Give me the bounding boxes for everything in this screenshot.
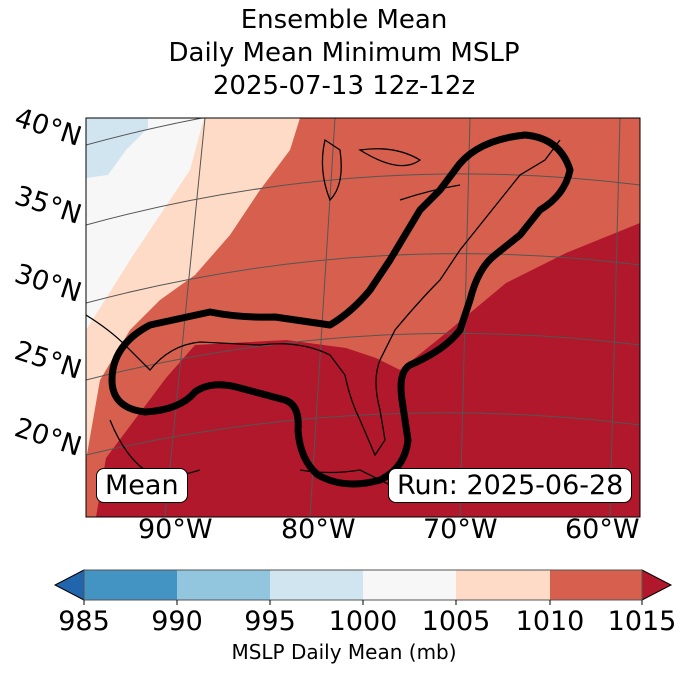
cb-tick-985: 985 bbox=[58, 606, 110, 637]
lon-label-80w: 80°W bbox=[281, 514, 356, 545]
title-line-3: 2025-07-13 12z-12z bbox=[212, 71, 476, 101]
lon-label-90w: 90°W bbox=[138, 514, 213, 545]
cb-tick-1010: 1010 bbox=[515, 606, 585, 637]
colorbar-1000-1005 bbox=[363, 570, 456, 600]
mean-label: Mean bbox=[96, 468, 188, 503]
colorbar-990-995 bbox=[177, 570, 270, 600]
cb-tick-1005: 1005 bbox=[421, 606, 491, 637]
cb-tick-990: 990 bbox=[151, 606, 203, 637]
colorbar-995-1000 bbox=[270, 570, 363, 600]
colorbar-1010-1015 bbox=[550, 570, 642, 600]
lon-label-60w: 60°W bbox=[565, 514, 640, 545]
colorbar-label: MSLP Daily Mean (mb) bbox=[231, 640, 457, 664]
colorbar-arrow-low bbox=[53, 569, 85, 601]
colorbar-985-990 bbox=[84, 570, 177, 600]
title-line-1: Ensemble Mean bbox=[240, 5, 448, 35]
cb-tick-1000: 1000 bbox=[328, 606, 398, 637]
field-995-1000 bbox=[86, 118, 204, 330]
colorbar-1005-1010 bbox=[456, 570, 550, 600]
run-label: Run: 2025-06-28 bbox=[388, 468, 633, 503]
map-frame bbox=[85, 117, 641, 518]
cb-tick-995: 995 bbox=[244, 606, 296, 637]
title-line-2: Daily Mean Minimum MSLP bbox=[168, 38, 520, 68]
field-above-1010 bbox=[96, 223, 640, 517]
coastlines bbox=[86, 138, 561, 486]
cb-tick-1015: 1015 bbox=[607, 606, 677, 637]
ensemble-contour bbox=[108, 131, 574, 488]
colorbar bbox=[53, 569, 673, 605]
colorbar-arrow-high bbox=[641, 569, 673, 601]
lon-label-70w: 70°W bbox=[423, 514, 498, 545]
